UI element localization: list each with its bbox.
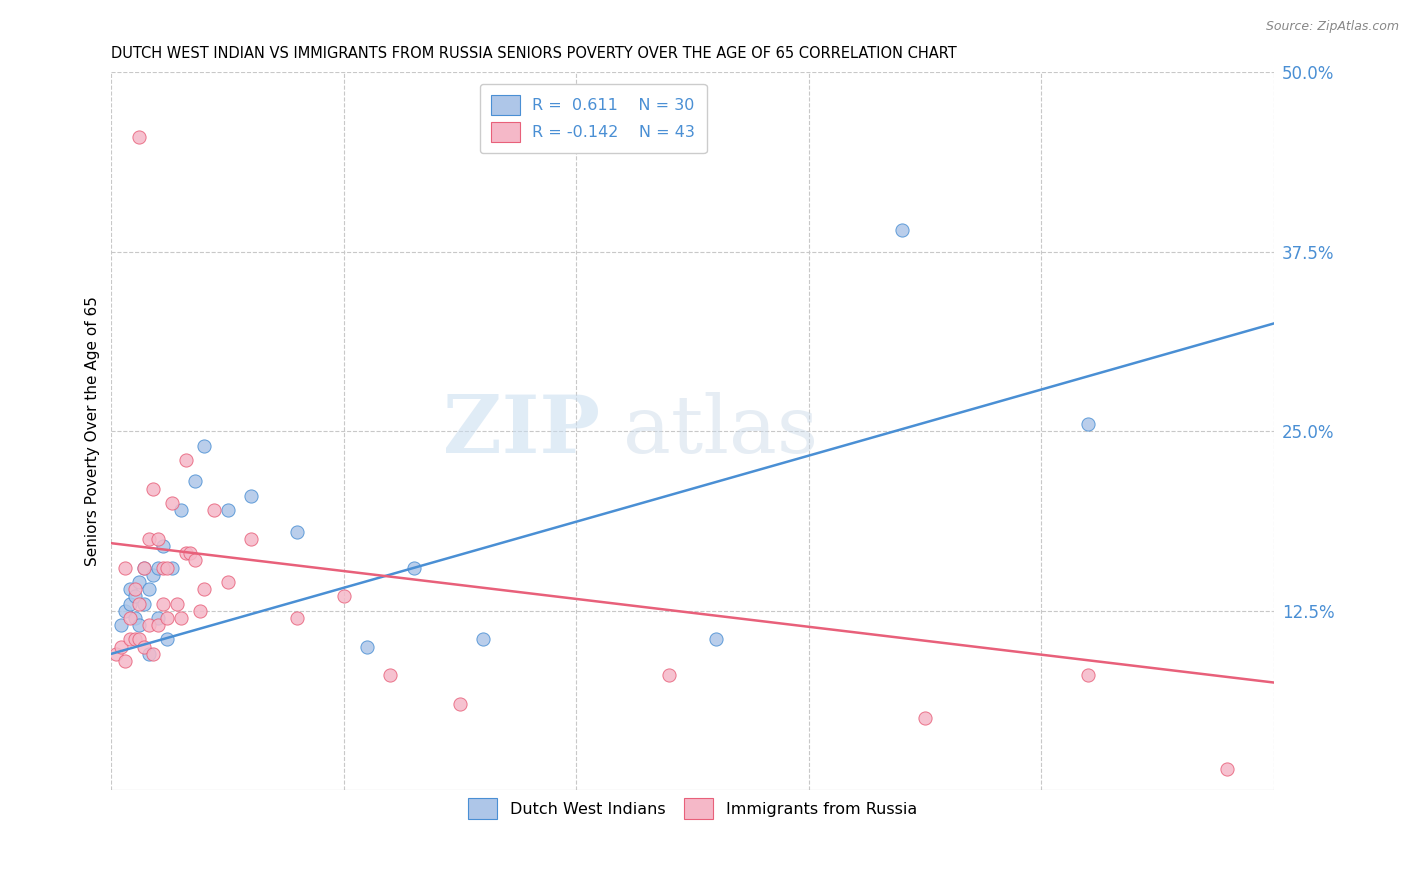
Point	[170, 503, 193, 517]
Point	[914, 711, 936, 725]
Point	[146, 532, 169, 546]
Point	[118, 597, 141, 611]
Point	[184, 553, 207, 567]
Point	[170, 611, 193, 625]
Point	[138, 647, 160, 661]
Text: Source: ZipAtlas.com: Source: ZipAtlas.com	[1265, 20, 1399, 33]
Point	[142, 647, 165, 661]
Legend: Dutch West Indians, Immigrants from Russia: Dutch West Indians, Immigrants from Russ…	[461, 792, 924, 825]
Point	[146, 618, 169, 632]
Text: ZIP: ZIP	[443, 392, 599, 470]
Point	[380, 668, 402, 682]
Point	[128, 574, 150, 589]
Point	[287, 524, 309, 539]
Point	[114, 560, 136, 574]
Point	[156, 632, 179, 647]
Point	[704, 632, 727, 647]
Point	[152, 560, 174, 574]
Point	[124, 590, 146, 604]
Point	[124, 632, 146, 647]
Point	[160, 560, 183, 574]
Point	[128, 632, 150, 647]
Point	[449, 697, 471, 711]
Point	[138, 532, 160, 546]
Point	[193, 438, 215, 452]
Point	[118, 582, 141, 597]
Point	[188, 604, 211, 618]
Point	[146, 611, 169, 625]
Point	[105, 647, 128, 661]
Point	[132, 597, 155, 611]
Point	[146, 560, 169, 574]
Point	[132, 560, 155, 574]
Point	[132, 640, 155, 654]
Point	[1077, 417, 1099, 431]
Point	[217, 574, 239, 589]
Point	[174, 546, 197, 560]
Point	[132, 560, 155, 574]
Point	[239, 489, 262, 503]
Point	[156, 560, 179, 574]
Point	[142, 482, 165, 496]
Point	[118, 611, 141, 625]
Point	[138, 582, 160, 597]
Point	[166, 597, 188, 611]
Point	[128, 618, 150, 632]
Point	[124, 611, 146, 625]
Point	[118, 632, 141, 647]
Point	[1077, 668, 1099, 682]
Point	[193, 582, 215, 597]
Point	[142, 567, 165, 582]
Point	[114, 604, 136, 618]
Point	[402, 560, 425, 574]
Point	[110, 640, 132, 654]
Point	[152, 597, 174, 611]
Point	[128, 129, 150, 144]
Point	[658, 668, 681, 682]
Point	[1216, 762, 1239, 776]
Point	[890, 223, 912, 237]
Point	[128, 597, 150, 611]
Point	[472, 632, 495, 647]
Point	[114, 654, 136, 668]
Point	[179, 546, 201, 560]
Point	[217, 503, 239, 517]
Point	[202, 503, 225, 517]
Point	[184, 475, 207, 489]
Point	[152, 539, 174, 553]
Point	[239, 532, 262, 546]
Point	[138, 618, 160, 632]
Point	[333, 590, 356, 604]
Point	[124, 582, 146, 597]
Point	[356, 640, 378, 654]
Text: DUTCH WEST INDIAN VS IMMIGRANTS FROM RUSSIA SENIORS POVERTY OVER THE AGE OF 65 C: DUTCH WEST INDIAN VS IMMIGRANTS FROM RUS…	[111, 46, 957, 62]
Text: atlas: atlas	[623, 392, 818, 470]
Point	[160, 496, 183, 510]
Point	[156, 611, 179, 625]
Point	[110, 618, 132, 632]
Point	[287, 611, 309, 625]
Point	[174, 453, 197, 467]
Y-axis label: Seniors Poverty Over the Age of 65: Seniors Poverty Over the Age of 65	[86, 296, 100, 566]
